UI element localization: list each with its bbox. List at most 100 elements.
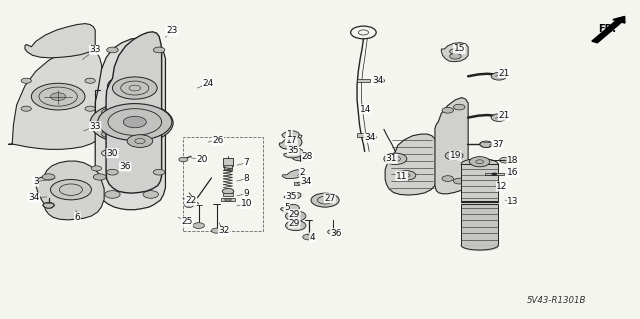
Circle shape bbox=[450, 53, 461, 59]
Text: 9: 9 bbox=[244, 189, 250, 198]
Circle shape bbox=[85, 78, 95, 83]
Text: 6: 6 bbox=[74, 213, 80, 222]
Circle shape bbox=[124, 116, 147, 128]
Text: 24: 24 bbox=[203, 79, 214, 88]
Polygon shape bbox=[36, 161, 104, 220]
Circle shape bbox=[152, 133, 157, 135]
Circle shape bbox=[311, 193, 339, 207]
Circle shape bbox=[105, 191, 120, 198]
Circle shape bbox=[442, 176, 454, 182]
Circle shape bbox=[225, 198, 231, 201]
Polygon shape bbox=[106, 32, 162, 193]
Circle shape bbox=[102, 131, 115, 137]
Circle shape bbox=[479, 141, 492, 147]
Text: 23: 23 bbox=[166, 26, 177, 35]
Text: 13: 13 bbox=[507, 197, 518, 206]
Circle shape bbox=[384, 153, 407, 165]
Text: FR.: FR. bbox=[598, 24, 616, 34]
Text: 36: 36 bbox=[120, 162, 131, 171]
Text: 35: 35 bbox=[287, 146, 299, 155]
Bar bbox=[294, 182, 306, 185]
Text: 12: 12 bbox=[496, 182, 508, 191]
Polygon shape bbox=[282, 170, 302, 179]
Text: 34: 34 bbox=[300, 177, 312, 186]
Circle shape bbox=[93, 174, 106, 180]
Bar bbox=[221, 198, 235, 201]
Circle shape bbox=[366, 135, 376, 140]
Text: 5V43-R1301B: 5V43-R1301B bbox=[527, 296, 586, 305]
Polygon shape bbox=[385, 134, 436, 195]
Circle shape bbox=[98, 104, 172, 140]
Text: 20: 20 bbox=[196, 155, 207, 164]
Text: 26: 26 bbox=[212, 136, 223, 145]
Circle shape bbox=[397, 171, 416, 180]
Text: 35: 35 bbox=[285, 191, 297, 201]
Text: 27: 27 bbox=[324, 194, 335, 203]
Text: 30: 30 bbox=[107, 149, 118, 158]
Bar bbox=[357, 78, 370, 82]
Circle shape bbox=[285, 211, 306, 221]
Bar bbox=[461, 164, 498, 201]
Polygon shape bbox=[279, 135, 302, 149]
Polygon shape bbox=[282, 131, 300, 138]
Circle shape bbox=[51, 93, 66, 100]
Text: 4: 4 bbox=[310, 233, 315, 242]
Circle shape bbox=[51, 180, 92, 200]
Polygon shape bbox=[442, 43, 468, 62]
Circle shape bbox=[148, 109, 161, 115]
FancyArrow shape bbox=[592, 16, 625, 43]
Polygon shape bbox=[435, 98, 468, 194]
Text: 21: 21 bbox=[498, 69, 509, 78]
Text: 3: 3 bbox=[33, 177, 38, 186]
Text: 36: 36 bbox=[330, 229, 342, 238]
Bar bbox=[182, 137, 262, 231]
Polygon shape bbox=[8, 48, 103, 149]
Circle shape bbox=[106, 133, 111, 135]
Circle shape bbox=[127, 135, 153, 147]
Circle shape bbox=[492, 173, 497, 175]
Circle shape bbox=[303, 234, 314, 240]
Circle shape bbox=[21, 78, 31, 83]
Text: 17: 17 bbox=[285, 136, 297, 145]
Text: 29: 29 bbox=[289, 219, 300, 228]
Polygon shape bbox=[95, 38, 166, 210]
Circle shape bbox=[108, 74, 156, 99]
Text: 7: 7 bbox=[244, 158, 250, 167]
Bar bbox=[224, 165, 232, 170]
Polygon shape bbox=[284, 148, 303, 158]
Circle shape bbox=[491, 114, 506, 122]
Text: 22: 22 bbox=[186, 196, 196, 205]
Circle shape bbox=[445, 151, 463, 160]
Circle shape bbox=[211, 228, 221, 233]
Text: 28: 28 bbox=[301, 152, 313, 161]
Circle shape bbox=[118, 116, 146, 130]
Circle shape bbox=[31, 83, 85, 110]
Circle shape bbox=[184, 203, 193, 207]
Circle shape bbox=[154, 47, 165, 53]
Circle shape bbox=[491, 72, 506, 80]
Circle shape bbox=[285, 220, 306, 231]
Text: 34: 34 bbox=[28, 193, 40, 202]
Bar bbox=[223, 193, 233, 196]
Text: 19: 19 bbox=[450, 151, 461, 160]
Circle shape bbox=[154, 169, 165, 175]
Bar bbox=[484, 173, 504, 175]
Circle shape bbox=[193, 223, 204, 228]
Text: 25: 25 bbox=[182, 217, 193, 226]
Circle shape bbox=[373, 78, 385, 84]
Circle shape bbox=[328, 229, 338, 234]
Circle shape bbox=[107, 169, 118, 175]
Polygon shape bbox=[25, 24, 95, 58]
Text: 16: 16 bbox=[507, 168, 518, 177]
Circle shape bbox=[143, 191, 159, 198]
Polygon shape bbox=[280, 204, 300, 212]
Circle shape bbox=[106, 152, 111, 154]
Text: 32: 32 bbox=[218, 226, 230, 235]
Text: 34: 34 bbox=[364, 133, 376, 142]
Circle shape bbox=[106, 111, 111, 113]
Text: 15: 15 bbox=[454, 44, 465, 54]
Circle shape bbox=[85, 106, 95, 111]
Circle shape bbox=[292, 153, 307, 161]
Circle shape bbox=[442, 108, 454, 113]
Text: 11: 11 bbox=[396, 172, 408, 181]
